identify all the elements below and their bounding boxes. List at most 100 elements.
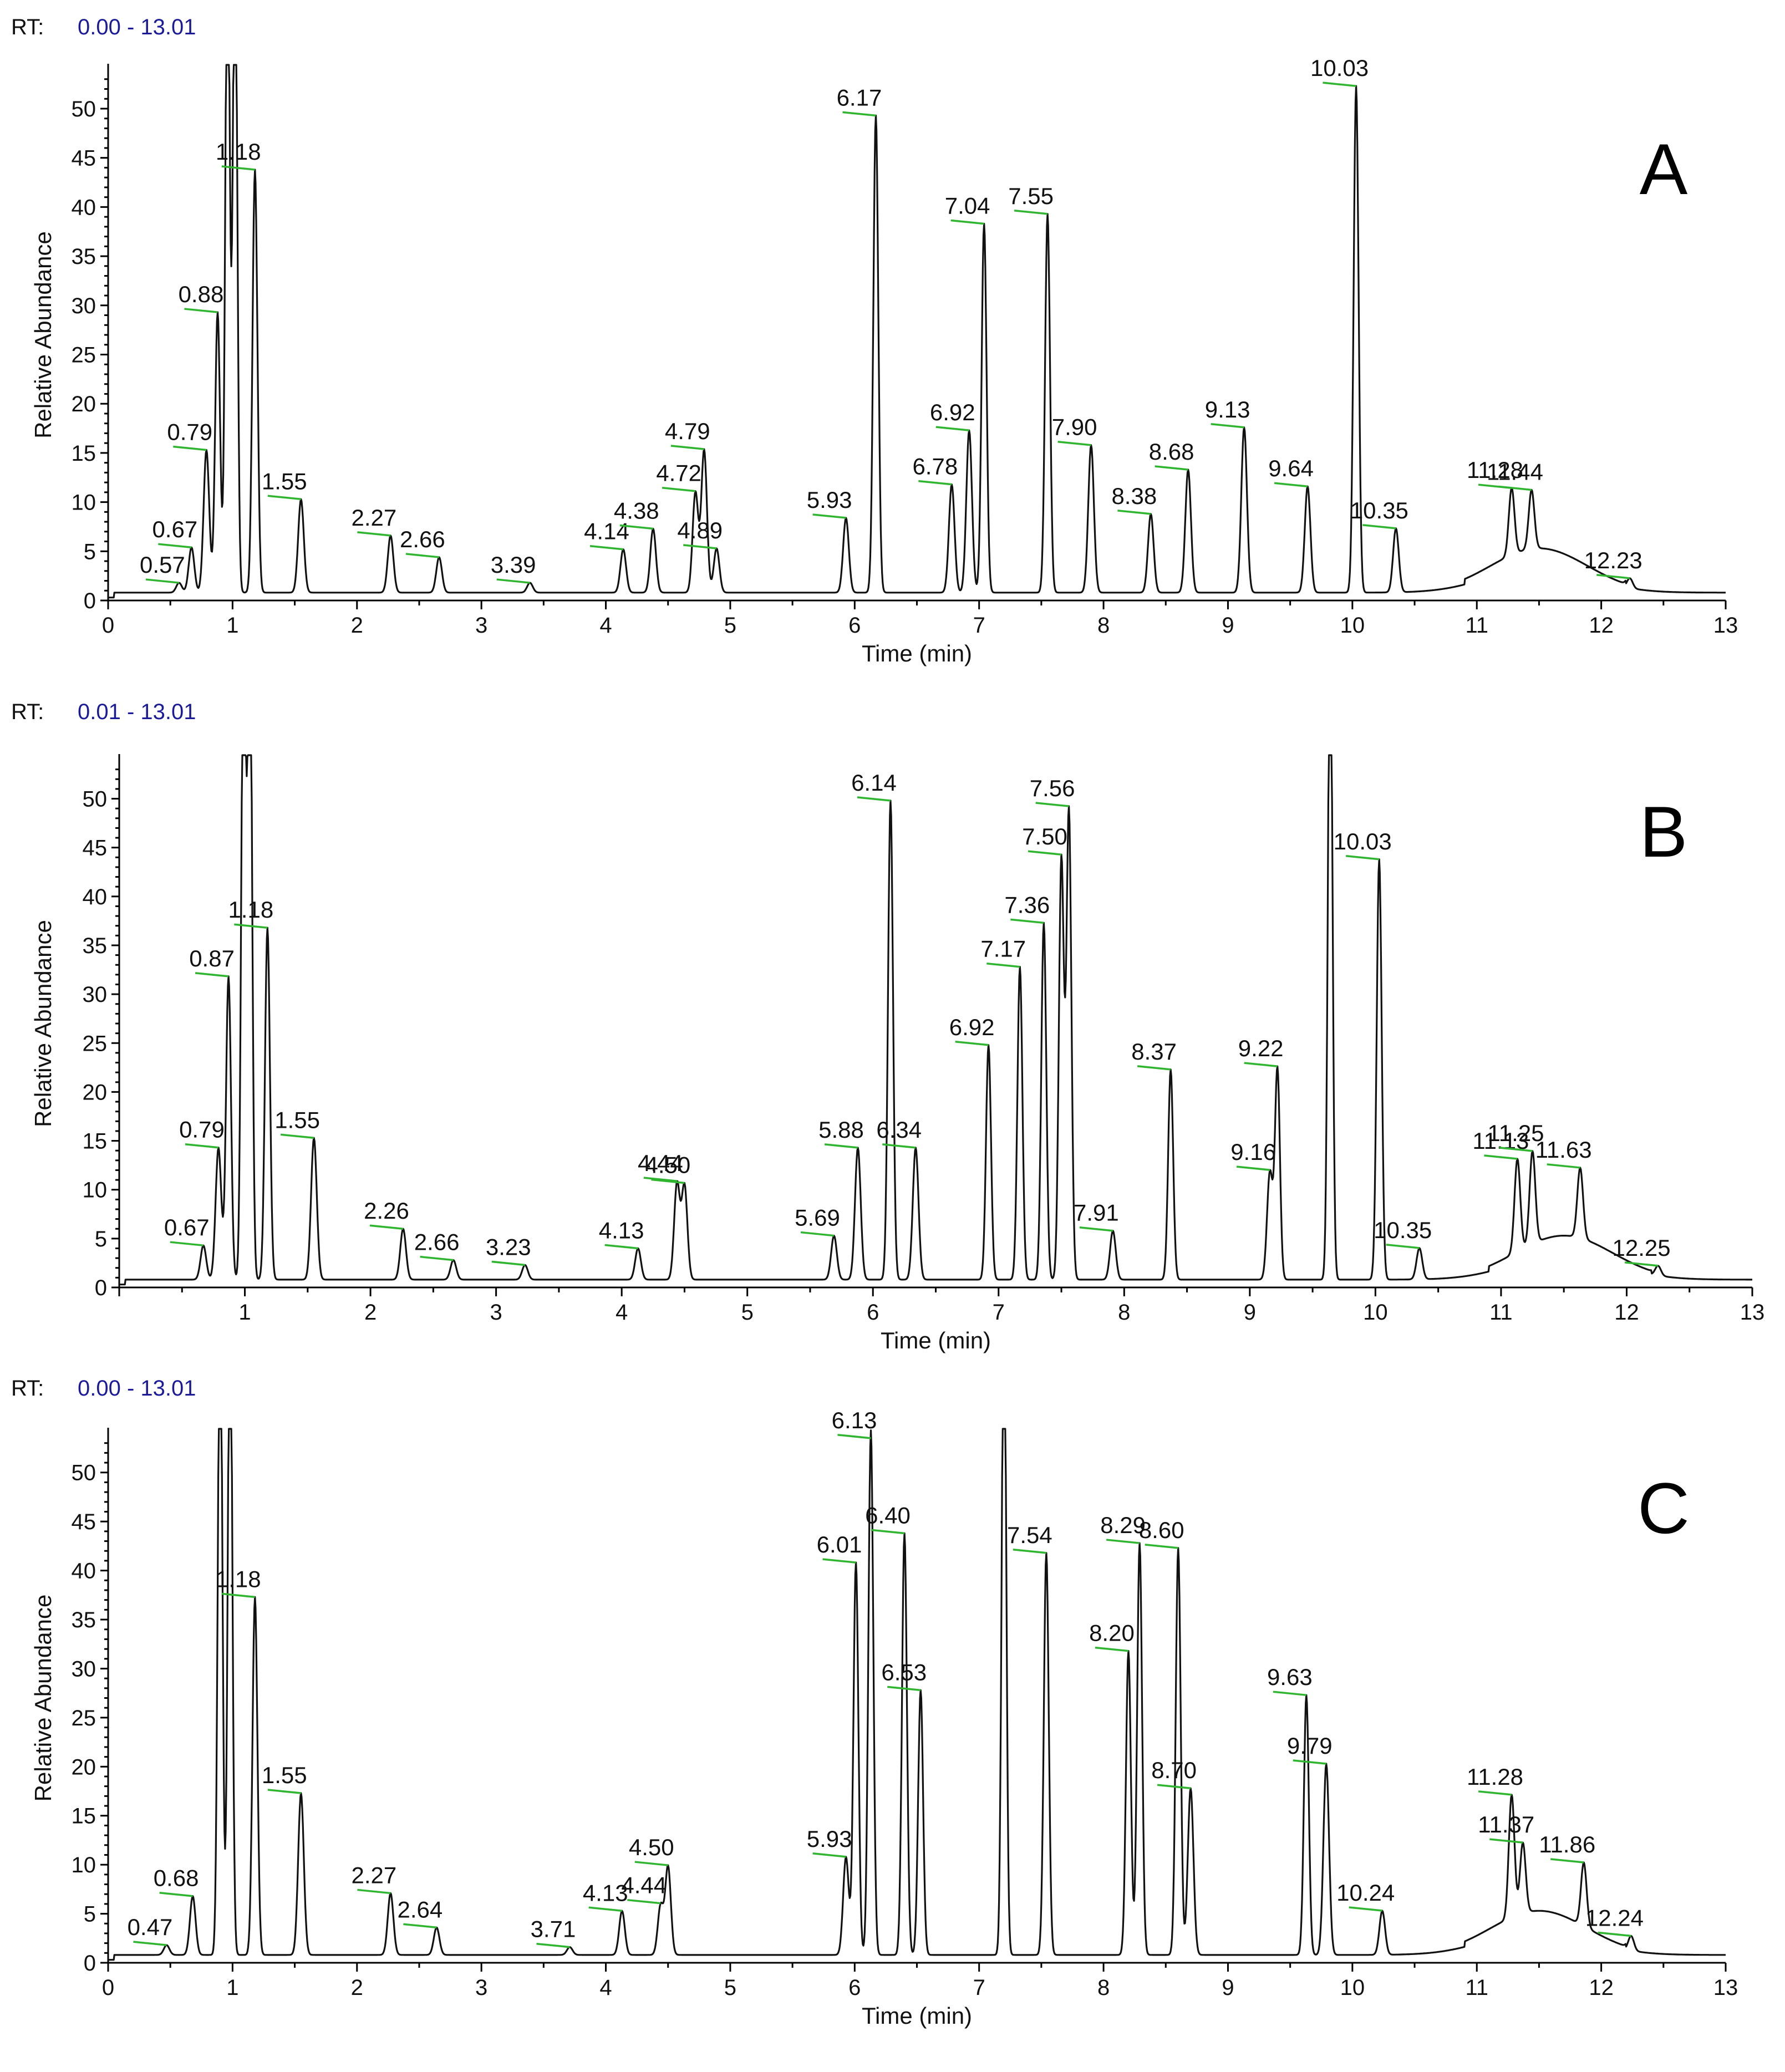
x-tick-label: 5 — [724, 613, 736, 638]
y-tick-label: 15 — [83, 1129, 108, 1154]
x-tick-label: 10 — [1340, 1976, 1365, 2000]
x-tick-label: 1 — [226, 1976, 238, 2000]
peak-label: 10.24 — [1336, 1880, 1395, 1906]
x-tick-label: 11 — [1465, 1976, 1488, 2000]
peak-label: 5.88 — [818, 1117, 864, 1143]
peak-leader — [887, 1686, 921, 1692]
chromatogram-trace — [108, 1428, 1726, 1961]
rt-range: 0.00 - 13.01 — [78, 15, 196, 39]
peak-leader — [1293, 1759, 1326, 1765]
peak-leader — [1550, 1858, 1584, 1864]
x-tick-label: 5 — [741, 1300, 754, 1325]
peak-label: 0.67 — [152, 516, 197, 542]
peak-label: 4.13 — [583, 1880, 628, 1906]
peak-label: 1.18 — [216, 139, 261, 165]
peak-label: 3.71 — [531, 1916, 576, 1942]
x-tick-label: 12 — [1589, 1976, 1614, 2000]
peak-label: 12.23 — [1584, 547, 1642, 573]
peak-leader — [170, 1241, 204, 1246]
peak-leader — [871, 1529, 905, 1535]
peak-label: 7.56 — [1030, 775, 1075, 801]
peak-label: 7.36 — [1004, 892, 1050, 918]
peak-label: 5.93 — [807, 487, 852, 513]
peak-label: 7.90 — [1052, 414, 1097, 440]
x-tick-label: 8 — [1118, 1300, 1130, 1325]
peak-leader — [184, 308, 218, 313]
peak-label: 2.27 — [351, 505, 396, 531]
peak-label: 9.63 — [1267, 1664, 1313, 1690]
peak-leader — [1155, 465, 1188, 471]
rt-prefix: RT: — [11, 700, 44, 724]
y-tick-label: 50 — [72, 1461, 96, 1485]
peak-leader — [133, 1941, 167, 1946]
x-tick-label: 2 — [351, 613, 363, 638]
peak-label: 6.92 — [930, 399, 975, 425]
x-tick-label: 4 — [599, 613, 612, 638]
y-axis-label: Relative Abundance — [30, 920, 56, 1127]
peak-leader — [1106, 1539, 1140, 1544]
x-tick-label: 0 — [102, 1976, 114, 2000]
peak-leader — [357, 531, 391, 537]
y-tick-label: 45 — [83, 836, 108, 861]
peak-label: 8.38 — [1111, 483, 1157, 509]
peak-leader — [280, 1133, 314, 1139]
y-tick-label: 30 — [83, 982, 108, 1007]
peak-leader — [955, 1041, 989, 1046]
x-tick-label: 10 — [1340, 613, 1365, 638]
x-tick-label: 3 — [490, 1300, 502, 1325]
x-tick-label: 7 — [973, 613, 985, 638]
y-tick-label: 35 — [72, 1608, 96, 1632]
peak-leader — [800, 1231, 835, 1237]
peak-label: 6.78 — [912, 454, 958, 480]
peak-leader — [173, 445, 207, 451]
peak-leader — [950, 219, 984, 225]
peak-label: 1.55 — [262, 468, 307, 494]
peak-label: 6.01 — [817, 1531, 862, 1557]
peak-label: 4.44 — [638, 1150, 683, 1176]
peak-label: 6.13 — [832, 1407, 877, 1433]
peak-leader — [588, 1906, 622, 1912]
peak-label: 0.79 — [179, 1117, 225, 1143]
rt-prefix: RT: — [11, 1376, 44, 1401]
x-tick-label: 2 — [351, 1976, 363, 2000]
peak-leader — [1137, 1065, 1171, 1071]
peak-label: 2.27 — [351, 1862, 396, 1888]
peak-leader — [1489, 1838, 1523, 1844]
peak-leader — [145, 578, 180, 584]
peak-leader — [634, 1861, 668, 1866]
peak-label: 4.44 — [621, 1872, 667, 1898]
peak-label: 8.60 — [1139, 1517, 1184, 1543]
peak-leader — [812, 1852, 846, 1858]
x-tick-label: 12 — [1614, 1300, 1639, 1325]
peak-label: 8.29 — [1100, 1512, 1146, 1538]
peak-leader — [1386, 1244, 1420, 1249]
peak-leader — [491, 1260, 525, 1266]
peak-leader — [1095, 1646, 1129, 1652]
x-tick-label: 13 — [1713, 613, 1738, 638]
peak-label: 1.55 — [262, 1762, 307, 1788]
peak-leader — [357, 1888, 391, 1895]
x-axis-label: Time (min) — [881, 1327, 991, 1353]
peak-leader — [683, 544, 717, 549]
y-tick-label: 15 — [72, 1804, 96, 1829]
peak-leader — [234, 923, 268, 929]
y-tick-label: 25 — [72, 1706, 96, 1730]
x-tick-label: 3 — [475, 1976, 487, 2000]
x-tick-label: 10 — [1363, 1300, 1388, 1325]
peak-leader — [1547, 1163, 1580, 1169]
peak-label: 4.89 — [677, 517, 723, 543]
peak-leader — [1273, 1691, 1306, 1696]
x-tick-label: 1 — [226, 613, 238, 638]
x-tick-label: 3 — [475, 613, 487, 638]
x-tick-label: 11 — [1489, 1300, 1513, 1325]
peak-leader — [812, 513, 846, 519]
x-tick-label: 7 — [993, 1300, 1005, 1325]
y-tick-label: 5 — [84, 539, 96, 564]
peak-leader — [824, 1143, 858, 1149]
peak-label: 11.63 — [1535, 1137, 1592, 1163]
peak-label: 11.28 — [1467, 1764, 1523, 1790]
peak-label: 11.44 — [1487, 459, 1543, 485]
peak-leader — [1349, 1906, 1382, 1912]
